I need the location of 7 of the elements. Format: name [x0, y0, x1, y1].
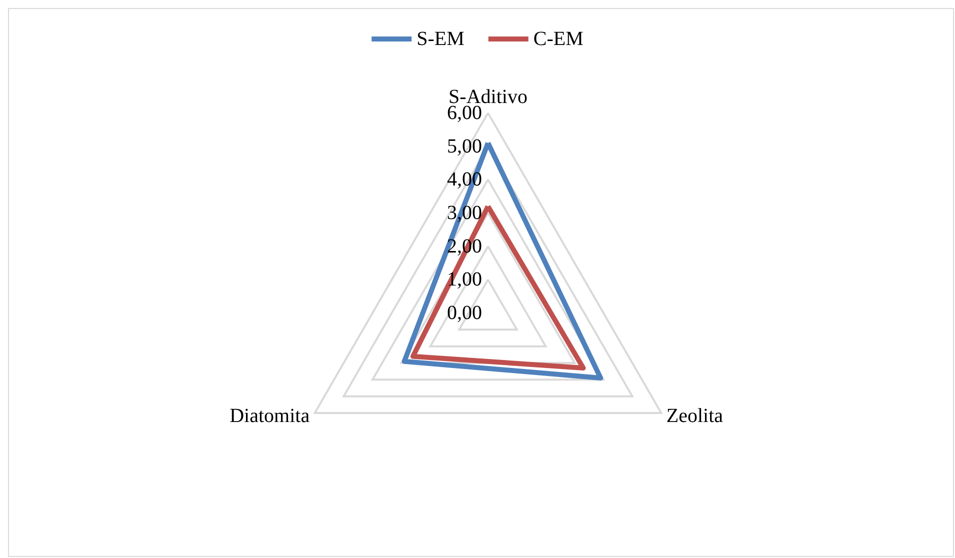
legend-label: S-EM: [416, 28, 465, 50]
y-tick-label: 5,00: [447, 135, 482, 158]
legend-label: C-EM: [533, 28, 584, 50]
spoke-label: Diatomita: [230, 405, 310, 427]
y-tick-label: 6,00: [447, 102, 482, 124]
spoke-label: Zeolita: [666, 405, 724, 427]
y-tick-label: 0,00: [447, 302, 482, 324]
